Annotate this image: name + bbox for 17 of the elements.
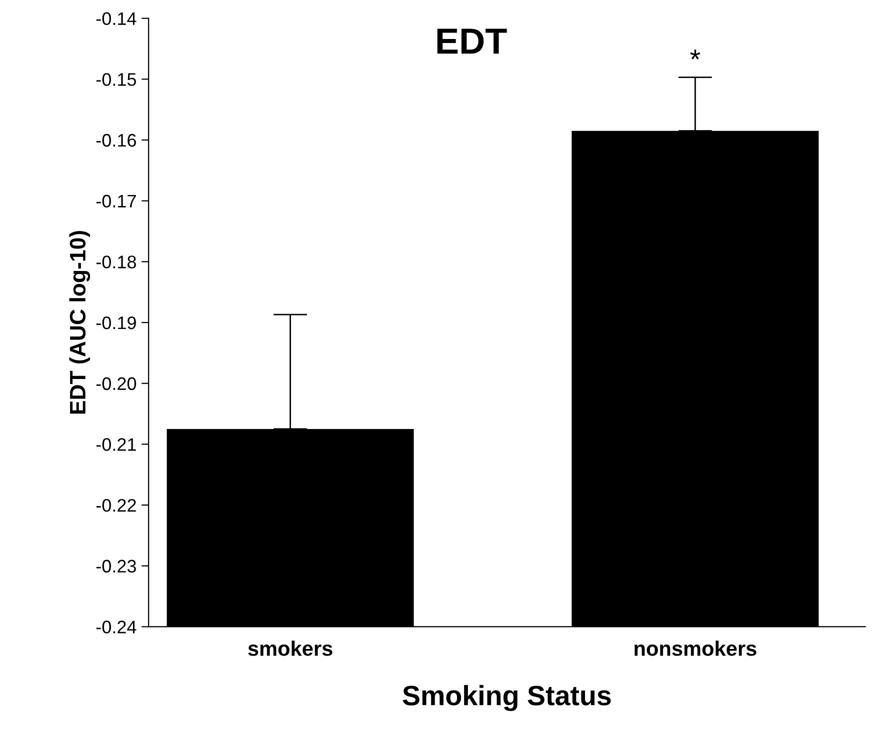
- y-tick-label: -0.16: [96, 134, 136, 147]
- y-tick-label: -0.22: [96, 498, 136, 512]
- y-axis-title: EDT (AUC log-10): [69, 231, 90, 414]
- y-tick-label: -0.24: [96, 620, 136, 634]
- y-tick-label: -0.14: [96, 12, 136, 26]
- y-tick-label: -0.21: [96, 438, 136, 451]
- y-tick-label: -0.20: [96, 377, 136, 390]
- x-tick-label: nonsmokers: [634, 640, 756, 656]
- y-tick-label: -0.19: [96, 316, 136, 330]
- y-tick-label: -0.15: [96, 73, 136, 86]
- y-tick-label: -0.18: [96, 256, 136, 268]
- x-axis-title: Smoking Status: [402, 685, 611, 712]
- annotation: *: [690, 50, 700, 60]
- chart-title: EDT: [437, 28, 507, 54]
- x-tick-label: smokers: [248, 640, 332, 656]
- y-tick-label: -0.17: [96, 194, 136, 208]
- y-tick-label: -0.23: [96, 560, 136, 573]
